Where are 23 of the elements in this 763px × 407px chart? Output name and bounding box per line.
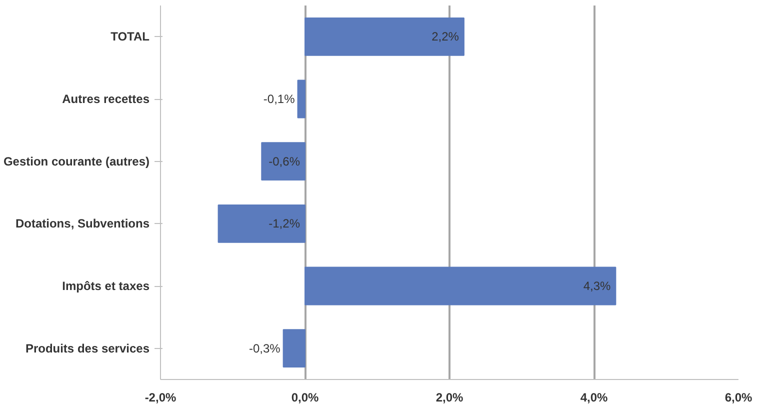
data-label: -0,3% bbox=[248, 341, 281, 356]
x-tick-label: 0,0% bbox=[291, 390, 320, 404]
x-tick-label: 4,0% bbox=[580, 390, 608, 404]
bar bbox=[218, 204, 306, 243]
data-label: 4,3% bbox=[583, 279, 612, 293]
y-tick-label: Autres recettes bbox=[62, 92, 150, 106]
data-label: 2,2% bbox=[432, 30, 460, 44]
data-label: -0,6% bbox=[268, 154, 300, 168]
y-tick-label: TOTAL bbox=[110, 30, 150, 44]
x-tick-label: 6,0% bbox=[724, 390, 753, 404]
y-tick-label: Produits des services bbox=[25, 341, 150, 356]
bar bbox=[304, 266, 616, 306]
x-tick-label: -2,0% bbox=[144, 390, 177, 404]
x-tick-label: 2,0% bbox=[436, 390, 464, 404]
bar bbox=[304, 17, 464, 56]
bar bbox=[297, 80, 306, 118]
bar bbox=[282, 329, 306, 368]
data-label: -1,2% bbox=[268, 216, 300, 231]
y-tick-label: Impôts et taxes bbox=[62, 279, 150, 293]
y-tick-label: Gestion courante (autres) bbox=[3, 154, 150, 168]
bar bbox=[261, 142, 306, 181]
data-label: -0,1% bbox=[263, 92, 296, 106]
y-tick-label: Dotations, Subventions bbox=[15, 216, 150, 231]
